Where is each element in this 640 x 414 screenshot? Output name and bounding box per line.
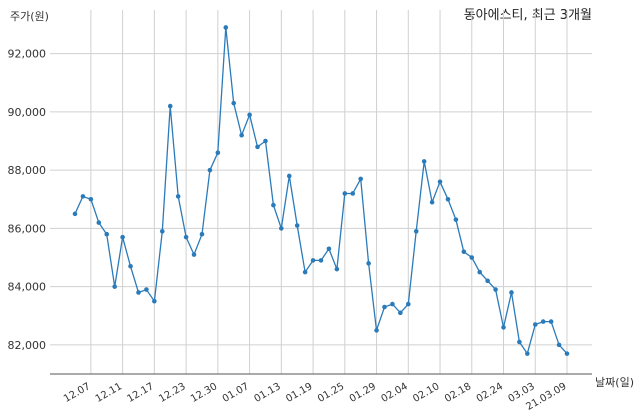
- data-point: [183, 234, 189, 240]
- x-tick-label: 01.25: [316, 381, 346, 405]
- data-point: [342, 191, 348, 196]
- data-point: [548, 319, 554, 324]
- data-point: [128, 263, 133, 269]
- data-point: [72, 211, 78, 217]
- x-tick-label: 02.18: [443, 381, 473, 405]
- x-tick-label: 12.17: [126, 381, 156, 405]
- data-point: [215, 150, 221, 155]
- data-point: [271, 202, 276, 208]
- y-tick-label: 92,000: [8, 48, 47, 61]
- y-tick-label: 90,000: [8, 106, 47, 119]
- data-point: [366, 261, 371, 266]
- data-point: [231, 100, 237, 106]
- data-point: [445, 196, 451, 202]
- data-point: [382, 304, 387, 310]
- data-point: [80, 194, 86, 199]
- data-point: [239, 132, 244, 138]
- data-point: [390, 301, 395, 307]
- x-tick-label: 02.10: [411, 381, 441, 405]
- x-tick-label: 01.29: [348, 381, 378, 405]
- data-point: [223, 25, 229, 30]
- y-tick-label: 88,000: [8, 164, 47, 177]
- x-tick-label: 02.24: [475, 381, 505, 405]
- y-axis-label: 주가(원): [10, 10, 49, 23]
- data-point: [286, 173, 292, 179]
- y-tick-label: 84,000: [8, 281, 47, 294]
- data-point: [294, 223, 300, 228]
- data-point: [310, 258, 316, 263]
- x-tick-label: 12.23: [157, 381, 187, 405]
- data-point: [398, 310, 403, 316]
- data-point: [263, 138, 268, 144]
- data-point: [302, 269, 308, 275]
- data-point: [374, 328, 379, 333]
- data-point: [485, 278, 490, 284]
- data-point: [461, 249, 467, 254]
- data-point: [493, 287, 498, 292]
- data-point: [191, 252, 197, 257]
- data-point: [453, 217, 459, 222]
- data-point: [326, 246, 332, 252]
- data-point: [104, 231, 110, 237]
- data-point: [207, 167, 213, 173]
- data-point: [437, 179, 443, 185]
- x-tick-label: 02.04: [379, 381, 409, 405]
- x-tick-label: 01.13: [253, 381, 283, 405]
- data-point: [532, 322, 538, 327]
- data-point: [501, 325, 506, 330]
- data-point: [350, 191, 356, 196]
- data-point: [247, 112, 252, 118]
- x-axis-label: 날짜(일): [595, 376, 634, 389]
- data-point: [429, 199, 435, 205]
- x-tick-label: 01.07: [221, 381, 251, 405]
- series-line: [74, 27, 568, 356]
- data-point: [96, 220, 102, 225]
- data-point: [540, 319, 546, 324]
- data-point: [318, 258, 324, 263]
- data-point: [405, 301, 411, 307]
- data-point: [88, 196, 94, 202]
- data-point: [564, 351, 570, 356]
- data-point: [167, 103, 173, 109]
- chart-title: 동아에스티, 최근 3개월: [463, 8, 592, 23]
- data-point: [279, 226, 284, 231]
- data-point: [517, 339, 522, 345]
- data-point: [509, 290, 514, 295]
- data-point: [159, 229, 165, 234]
- data-point: [525, 351, 530, 356]
- x-tick-label: 12.11: [94, 381, 124, 405]
- data-point: [334, 266, 340, 272]
- data-point: [477, 269, 483, 275]
- data-point: [120, 234, 125, 240]
- y-tick-label: 86,000: [8, 222, 47, 235]
- data-point: [358, 176, 363, 182]
- x-tick-label: 12.07: [62, 381, 92, 405]
- data-point: [469, 255, 475, 260]
- data-point: [413, 229, 419, 234]
- y-tick-label: 82,000: [8, 339, 47, 352]
- data-point: [199, 231, 205, 237]
- data-point: [556, 342, 562, 348]
- x-tick-label: 12.30: [189, 381, 219, 405]
- data-point: [136, 290, 141, 295]
- data-point: [112, 284, 117, 289]
- data-point: [175, 194, 181, 199]
- data-point: [421, 159, 427, 164]
- data-point: [152, 298, 157, 304]
- x-tick-label: 01.19: [284, 381, 314, 405]
- data-point: [144, 287, 149, 292]
- data-point: [255, 144, 260, 150]
